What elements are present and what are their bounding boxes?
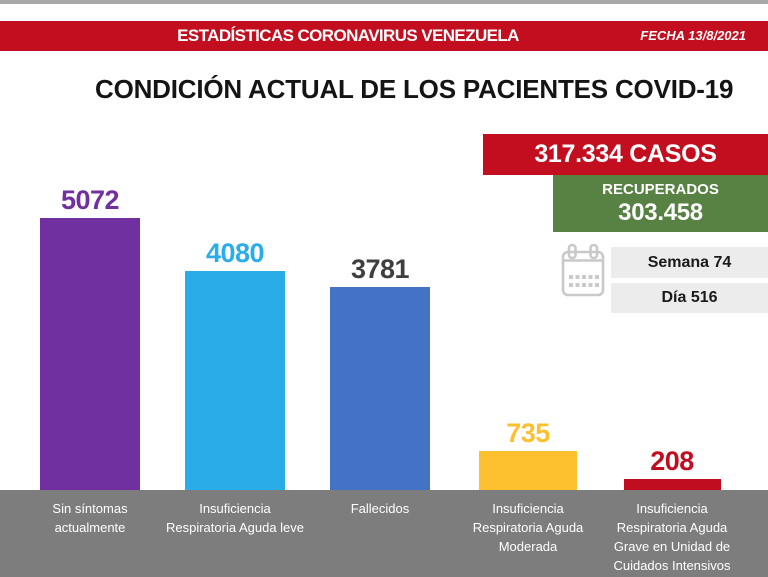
- header-banner: ESTADÍSTICAS CORONAVIRUS VENEZUELA FECHA…: [0, 21, 768, 51]
- bar-column-1: 5072: [30, 186, 150, 490]
- bar-value-label: 735: [506, 418, 550, 448]
- day-badge: Día 516: [611, 283, 768, 313]
- calendar-icon: [560, 243, 606, 299]
- bar-value-label: 4080: [205, 238, 265, 268]
- banner-date: FECHA 13/8/2021: [640, 28, 746, 43]
- category-label: Insuficiencia Respiratoria Aguda leve: [165, 501, 305, 535]
- top-border-line: [0, 0, 768, 4]
- bar-value-label: 208: [650, 446, 694, 476]
- category-label: Insuficiencia Respiratoria Aguda Grave en …: [613, 501, 731, 573]
- recovered-title: RECUPERADOS: [602, 181, 719, 198]
- category-label: Insuficiencia Respiratoria Aguda Moderada: [472, 501, 584, 554]
- page-title: CONDICIÓN ACTUAL DE LOS PACIENTES COVID-…: [95, 74, 734, 104]
- bar: [479, 451, 577, 490]
- bar: [330, 287, 430, 490]
- week-label: Semana 74: [647, 253, 732, 271]
- bar-column-5: 208: [612, 447, 732, 490]
- bar-value-label: 3781: [350, 254, 410, 284]
- bar-column-4: 735: [468, 419, 588, 490]
- bar: [185, 271, 285, 490]
- total-cases-badge: 317.334 CASOS: [483, 134, 768, 175]
- bar: [623, 479, 721, 490]
- total-cases-label: 317.334 CASOS: [534, 140, 717, 168]
- week-badge: Semana 74: [611, 247, 768, 278]
- bar-column-2: 4080: [175, 239, 295, 490]
- bar: [40, 218, 140, 490]
- recovered-badge: RECUPERADOS 303.458: [553, 175, 768, 232]
- bar-column-3: 3781: [320, 255, 440, 490]
- bar-value-label: 5072: [60, 185, 120, 215]
- banner-title: ESTADÍSTICAS CORONAVIRUS VENEZUELA: [177, 26, 519, 45]
- day-label: Día 516: [661, 289, 718, 306]
- category-label: Fallecidos: [350, 501, 410, 516]
- category-label: Sin síntomas actualmente: [52, 501, 128, 535]
- category-axis-band: Sin síntomas actualmente Insuficiencia Resp…: [0, 490, 768, 577]
- recovered-value: 303.458: [618, 199, 703, 226]
